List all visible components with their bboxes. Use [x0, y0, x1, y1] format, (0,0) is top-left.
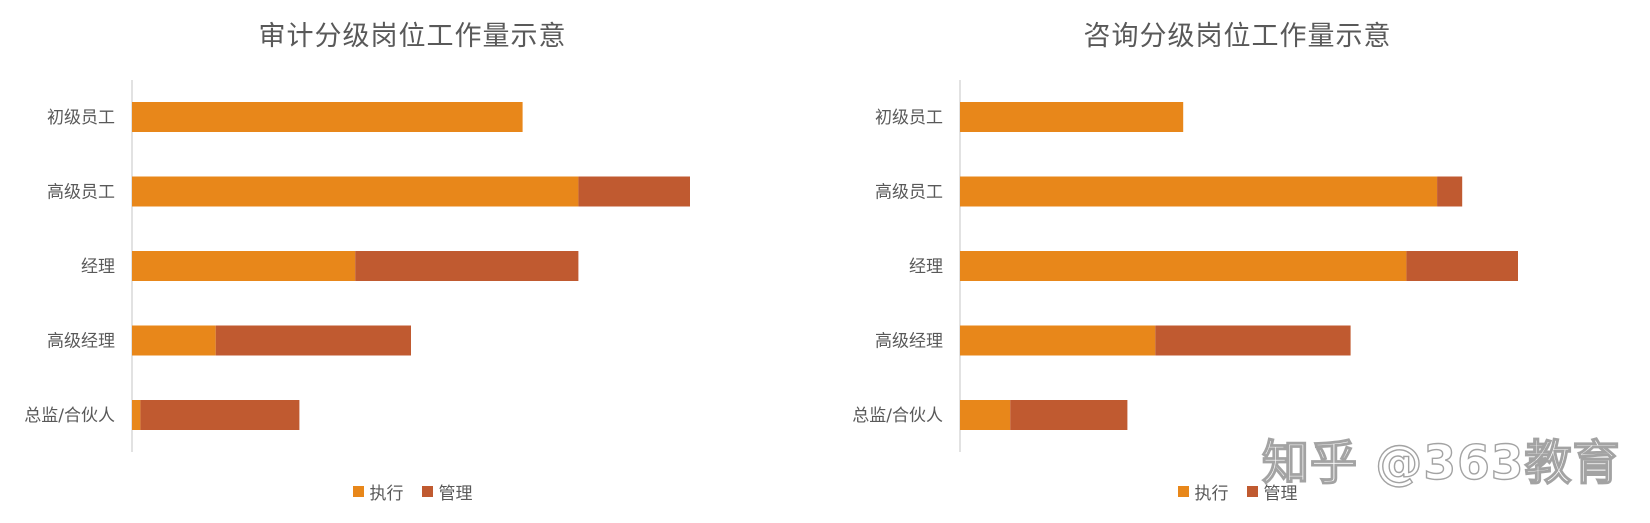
audit-chart: 审计分级岗位工作量示意 初级员工高级员工经理高级经理总监/合伙人 执行 管理: [0, 21, 825, 504]
watermark: 知乎 @363教育: [1261, 435, 1621, 491]
legend-label-execution: 执行: [369, 484, 404, 504]
category-label: 初级员工: [47, 108, 115, 128]
legend-item-management: 管理: [421, 479, 473, 504]
legend-label-execution: 执行: [1194, 484, 1229, 504]
bar-execution: [960, 325, 1156, 356]
bar-management: [1406, 251, 1518, 281]
legend-swatch-execution: [1177, 486, 1189, 497]
category-label: 初级员工: [875, 108, 943, 128]
bar-execution: [132, 325, 216, 356]
bar-execution: [960, 102, 1184, 132]
bar-management: [1155, 325, 1351, 356]
category-label: 总监/合伙人: [852, 406, 943, 426]
bar-management: [355, 251, 579, 281]
bar-execution: [960, 251, 1407, 281]
bar-management: [1437, 176, 1463, 207]
bar-execution: [132, 102, 523, 132]
bar-execution: [132, 251, 356, 281]
legend-label-management: 管理: [438, 484, 473, 504]
category-label: 经理: [909, 257, 943, 277]
bar-management: [578, 176, 690, 207]
legend-swatch-management: [1246, 486, 1258, 497]
bar-management: [140, 400, 300, 430]
bar-management: [1010, 400, 1128, 430]
bar-execution: [960, 176, 1438, 207]
category-label: 高级员工: [875, 183, 943, 203]
bar-execution: [960, 400, 1011, 430]
category-label: 高级经理: [875, 332, 943, 352]
legend-item-execution: 执行: [1177, 479, 1229, 504]
bar-management: [215, 325, 411, 356]
legend-item-execution: 执行: [352, 479, 404, 504]
legend: 执行 管理: [0, 479, 825, 504]
consulting-chart: 咨询分级岗位工作量示意 初级员工高级员工经理高级经理总监/合伙人 执行 管理: [825, 0, 1650, 523]
bar-execution: [132, 176, 579, 207]
legend-swatch-management: [421, 486, 433, 497]
legend-label-management: 管理: [1263, 484, 1298, 504]
chart-title: 审计分级岗位工作量示意: [258, 21, 567, 52]
legend-swatch-execution: [352, 486, 364, 497]
category-label: 高级员工: [47, 183, 115, 203]
category-label: 经理: [81, 257, 115, 277]
legend-item-management: 管理: [1246, 479, 1298, 504]
bar-execution: [132, 400, 141, 430]
legend: 执行 管理: [825, 479, 1650, 504]
chart-title: 咨询分级岗位工作量示意: [1083, 21, 1392, 52]
category-label: 高级经理: [47, 332, 115, 352]
category-label: 总监/合伙人: [24, 406, 115, 426]
